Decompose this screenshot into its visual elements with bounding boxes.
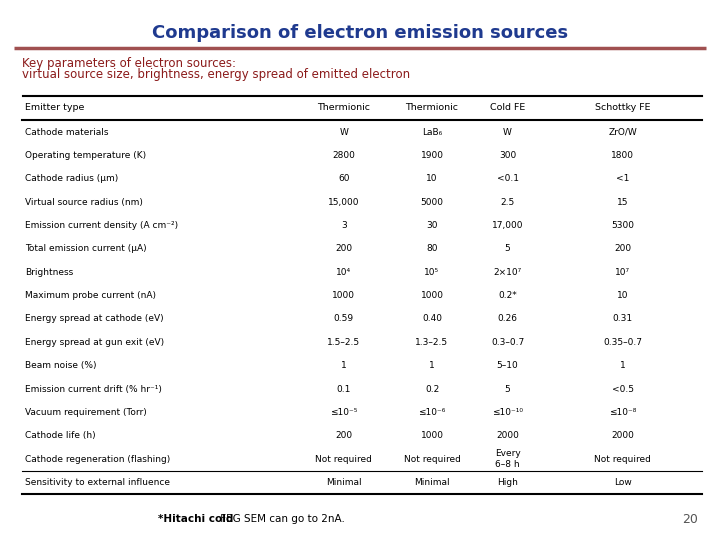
Text: <0.5: <0.5 bbox=[612, 384, 634, 394]
Text: Sensitivity to external influence: Sensitivity to external influence bbox=[25, 478, 170, 487]
Text: <1: <1 bbox=[616, 174, 629, 183]
Text: 0.31: 0.31 bbox=[613, 314, 633, 323]
Text: 5300: 5300 bbox=[611, 221, 634, 230]
Text: *Hitachi cold: *Hitachi cold bbox=[158, 515, 234, 524]
Text: 5: 5 bbox=[505, 384, 510, 394]
Text: 1: 1 bbox=[429, 361, 435, 370]
Text: 15,000: 15,000 bbox=[328, 198, 359, 207]
Text: 1.3–2.5: 1.3–2.5 bbox=[415, 338, 449, 347]
Text: Cathode life (h): Cathode life (h) bbox=[25, 431, 96, 440]
Text: 2000: 2000 bbox=[611, 431, 634, 440]
Text: Vacuum requirement (Torr): Vacuum requirement (Torr) bbox=[25, 408, 147, 417]
Text: 10⁷: 10⁷ bbox=[615, 268, 631, 276]
Text: 0.2*: 0.2* bbox=[498, 291, 517, 300]
Text: W: W bbox=[339, 127, 348, 137]
Text: 1: 1 bbox=[620, 361, 626, 370]
Text: 30: 30 bbox=[426, 221, 438, 230]
Text: Cathode radius (μm): Cathode radius (μm) bbox=[25, 174, 119, 183]
Text: 1000: 1000 bbox=[420, 291, 444, 300]
Text: 5000: 5000 bbox=[420, 198, 444, 207]
Text: Not required: Not required bbox=[404, 455, 460, 463]
Text: Brightness: Brightness bbox=[25, 268, 73, 276]
Text: Virtual source radius (nm): Virtual source radius (nm) bbox=[25, 198, 143, 207]
Text: 10: 10 bbox=[617, 291, 629, 300]
Text: Low: Low bbox=[614, 478, 631, 487]
Text: 1: 1 bbox=[341, 361, 346, 370]
Text: Cold FE: Cold FE bbox=[490, 103, 525, 112]
Text: Total emission current (μA): Total emission current (μA) bbox=[25, 245, 147, 253]
Text: Energy spread at gun exit (eV): Energy spread at gun exit (eV) bbox=[25, 338, 164, 347]
Text: Minimal: Minimal bbox=[326, 478, 361, 487]
Text: 0.40: 0.40 bbox=[422, 314, 442, 323]
Text: Not required: Not required bbox=[595, 455, 651, 463]
Text: 200: 200 bbox=[336, 245, 352, 253]
Text: 5–10: 5–10 bbox=[497, 361, 518, 370]
Text: LaB₆: LaB₆ bbox=[422, 127, 442, 137]
Text: 0.59: 0.59 bbox=[334, 314, 354, 323]
Text: 1800: 1800 bbox=[611, 151, 634, 160]
Text: Not required: Not required bbox=[315, 455, 372, 463]
Text: Cathode materials: Cathode materials bbox=[25, 127, 109, 137]
Text: 80: 80 bbox=[426, 245, 438, 253]
Text: Thermionic: Thermionic bbox=[318, 103, 370, 112]
Text: 1000: 1000 bbox=[420, 431, 444, 440]
Text: 200: 200 bbox=[336, 431, 352, 440]
Text: 10: 10 bbox=[426, 174, 438, 183]
Text: 20: 20 bbox=[683, 513, 698, 526]
Text: 2000: 2000 bbox=[496, 431, 519, 440]
Text: Maximum probe current (nA): Maximum probe current (nA) bbox=[25, 291, 156, 300]
Text: Emission current density (A cm⁻²): Emission current density (A cm⁻²) bbox=[25, 221, 179, 230]
Text: 2800: 2800 bbox=[333, 151, 355, 160]
Text: Energy spread at cathode (eV): Energy spread at cathode (eV) bbox=[25, 314, 164, 323]
Text: 5: 5 bbox=[505, 245, 510, 253]
Text: 0.1: 0.1 bbox=[337, 384, 351, 394]
Text: 60: 60 bbox=[338, 174, 349, 183]
Text: Key parameters of electron sources:: Key parameters of electron sources: bbox=[22, 57, 235, 70]
Text: ≤10⁻¹⁰: ≤10⁻¹⁰ bbox=[492, 408, 523, 417]
Text: 0.35–0.7: 0.35–0.7 bbox=[603, 338, 642, 347]
Text: 3: 3 bbox=[341, 221, 346, 230]
Text: 1000: 1000 bbox=[333, 291, 355, 300]
Text: Emitter type: Emitter type bbox=[25, 103, 84, 112]
Text: 2.5: 2.5 bbox=[500, 198, 515, 207]
Text: virtual source size, brightness, energy spread of emitted electron: virtual source size, brightness, energy … bbox=[22, 68, 410, 81]
Text: FEG SEM can go to 2nA.: FEG SEM can go to 2nA. bbox=[217, 515, 346, 524]
Text: Operating temperature (K): Operating temperature (K) bbox=[25, 151, 146, 160]
Text: Emission current drift (% hr⁻¹): Emission current drift (% hr⁻¹) bbox=[25, 384, 162, 394]
Text: 0.2: 0.2 bbox=[425, 384, 439, 394]
Text: 1900: 1900 bbox=[420, 151, 444, 160]
Text: Minimal: Minimal bbox=[414, 478, 450, 487]
Text: High: High bbox=[498, 478, 518, 487]
Text: Thermionic: Thermionic bbox=[405, 103, 459, 112]
Text: ≤10⁻⁵: ≤10⁻⁵ bbox=[330, 408, 358, 417]
Text: ≤10⁻⁸: ≤10⁻⁸ bbox=[609, 408, 636, 417]
Text: 10⁴: 10⁴ bbox=[336, 268, 351, 276]
Text: W: W bbox=[503, 127, 512, 137]
Text: Comparison of electron emission sources: Comparison of electron emission sources bbox=[152, 24, 568, 42]
Text: Every
6–8 h: Every 6–8 h bbox=[495, 449, 521, 469]
Text: 200: 200 bbox=[614, 245, 631, 253]
Text: 300: 300 bbox=[499, 151, 516, 160]
Text: ≤10⁻⁶: ≤10⁻⁶ bbox=[418, 408, 446, 417]
Text: ZrO/W: ZrO/W bbox=[608, 127, 637, 137]
Text: Beam noise (%): Beam noise (%) bbox=[25, 361, 96, 370]
Text: 0.3–0.7: 0.3–0.7 bbox=[491, 338, 524, 347]
Text: 1.5–2.5: 1.5–2.5 bbox=[327, 338, 361, 347]
Text: 2×10⁷: 2×10⁷ bbox=[493, 268, 522, 276]
Text: 0.26: 0.26 bbox=[498, 314, 518, 323]
Text: <0.1: <0.1 bbox=[497, 174, 518, 183]
Text: Schottky FE: Schottky FE bbox=[595, 103, 651, 112]
Text: 10⁵: 10⁵ bbox=[424, 268, 440, 276]
Text: 15: 15 bbox=[617, 198, 629, 207]
Text: Cathode regeneration (flashing): Cathode regeneration (flashing) bbox=[25, 455, 171, 463]
Text: 17,000: 17,000 bbox=[492, 221, 523, 230]
